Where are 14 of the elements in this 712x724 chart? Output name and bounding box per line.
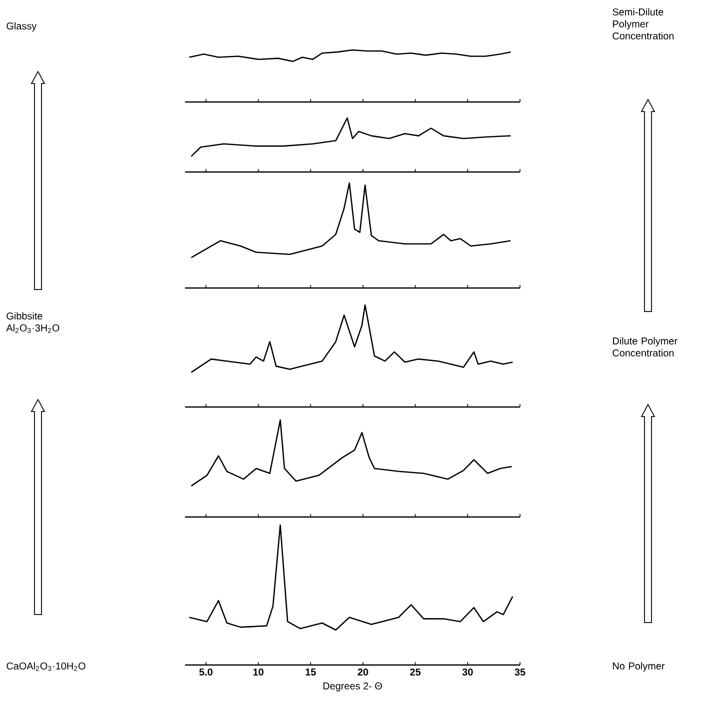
x-tick-label: 25: [410, 668, 421, 676]
x-tick-label: 5.0: [199, 668, 212, 676]
x-tick-label: 30: [462, 668, 473, 676]
x-tick-label: 15: [306, 668, 316, 676]
x-axis-title: Degrees 2- Θ: [323, 682, 382, 692]
x-tick-label: 20: [358, 668, 368, 676]
text: Gibbsite Al$_{2}$O$_{3}$·3H$_{2}$O: [6, 312, 60, 333]
text: No Polymer: [613, 662, 665, 672]
text: Dilute Polymer Concentration: [612, 337, 678, 356]
x-tick-label: 35: [514, 668, 526, 676]
text: CaOAl$_{2}$O$_{3}$·10H$_{2}$O: [6, 662, 86, 671]
x-tick-label: 10: [253, 668, 264, 676]
text: Semi-Dilute Polymer Concentration: [612, 8, 674, 40]
text: Glassy: [6, 22, 37, 32]
